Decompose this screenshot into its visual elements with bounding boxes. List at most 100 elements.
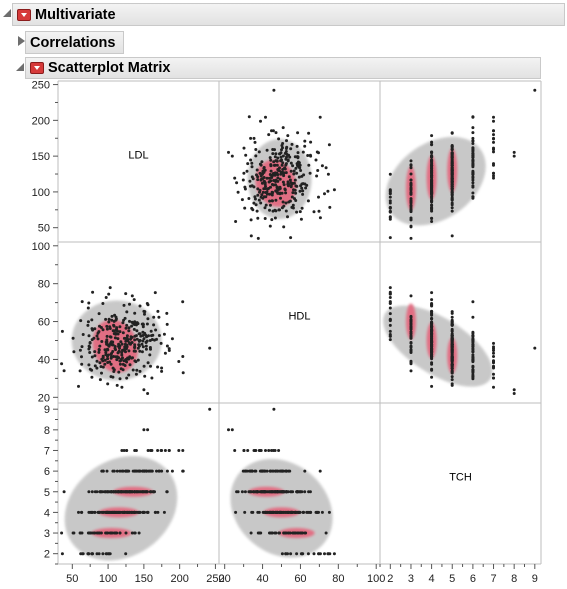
x-tick-label: 9 [532,573,538,585]
data-point [160,369,164,373]
data-point [125,510,129,514]
y-tick-label: 9 [44,404,50,416]
scatter-panel-tch-vs-ldl[interactable] [60,407,212,556]
data-point [95,490,99,494]
data-point [155,469,158,473]
data-point [533,346,537,350]
data-point [256,216,260,220]
data-point [269,169,273,173]
data-point [227,150,230,154]
data-point [294,531,298,535]
scatterplot-matrix-header[interactable]: Scatterplot Matrix [25,57,541,79]
matrix-cell[interactable] [58,81,219,242]
data-point [100,490,103,494]
data-point [282,171,286,175]
data-point [208,346,212,350]
data-point [471,115,475,119]
data-point [285,155,288,159]
data-point [298,490,302,494]
data-point [409,341,413,345]
data-point [88,341,92,344]
correlations-disclosure-icon[interactable] [18,36,25,46]
multivariate-menu-button[interactable] [17,8,31,21]
data-point [291,191,295,195]
data-point [388,236,392,240]
data-point [91,552,95,556]
data-point [163,351,167,355]
data-point [430,196,434,200]
x-tick-label: 80 [332,573,344,585]
data-point [492,174,495,178]
data-point [138,510,142,514]
scatter-panel-ldl-vs-hdl[interactable] [227,88,336,240]
data-point [450,364,454,368]
data-point [149,364,152,368]
data-point [450,192,454,196]
data-point [130,531,134,535]
data-point [450,171,454,175]
scatterplot-matrix-disclosure-icon[interactable] [16,63,24,71]
data-point [280,163,284,167]
data-point [130,324,134,328]
data-point [430,367,434,371]
y-tick-label: 200 [32,115,50,127]
data-point [450,323,454,327]
data-point [156,510,160,514]
data-point [281,469,284,473]
scatter-panel-hdl-vs-tch[interactable] [388,286,537,395]
data-point [471,126,475,130]
data-point [170,469,174,473]
data-point [320,510,324,514]
data-point [123,347,127,351]
data-point [430,347,434,351]
data-point [112,355,116,358]
data-point [90,355,94,359]
data-point [327,510,331,514]
data-point [121,510,125,514]
data-point [450,158,454,162]
data-point [100,371,103,375]
multivariate-disclosure-icon[interactable] [3,9,11,17]
data-point [289,185,293,189]
matrix-cell[interactable] [219,242,380,403]
data-point [242,171,246,175]
data-point [409,203,413,207]
data-point [255,168,259,172]
data-point [272,407,276,411]
data-point [250,184,254,188]
data-point [289,169,293,173]
data-point [105,334,109,338]
data-point [268,203,272,207]
scatterplot-matrix-menu-button[interactable] [30,62,44,74]
data-point [62,490,66,494]
correlations-header[interactable]: Correlations [25,31,124,54]
data-point [268,208,271,212]
data-point [127,349,131,353]
data-point [249,234,253,238]
data-point [492,341,495,345]
data-point [115,329,119,333]
data-point [471,368,475,372]
scatter-panel-ldl-vs-tch[interactable] [388,88,537,240]
matrix-cell[interactable] [380,403,541,564]
data-point [271,173,275,177]
data-point [471,356,475,360]
data-point [125,376,129,380]
data-point [244,153,248,157]
multivariate-header[interactable]: Multivariate [12,3,565,26]
data-point [471,131,475,135]
data-point [307,163,311,167]
data-point [165,311,169,315]
data-point [409,200,413,204]
data-point [271,510,275,514]
data-point [292,172,296,176]
data-point [153,291,157,295]
data-point [283,151,287,155]
data-point [87,490,91,494]
data-point [430,336,434,340]
data-point [296,131,300,135]
scatter-panel-tch-vs-hdl[interactable] [227,407,336,556]
data-point [269,163,273,167]
scatter-panel-hdl-vs-ldl[interactable] [60,286,212,395]
